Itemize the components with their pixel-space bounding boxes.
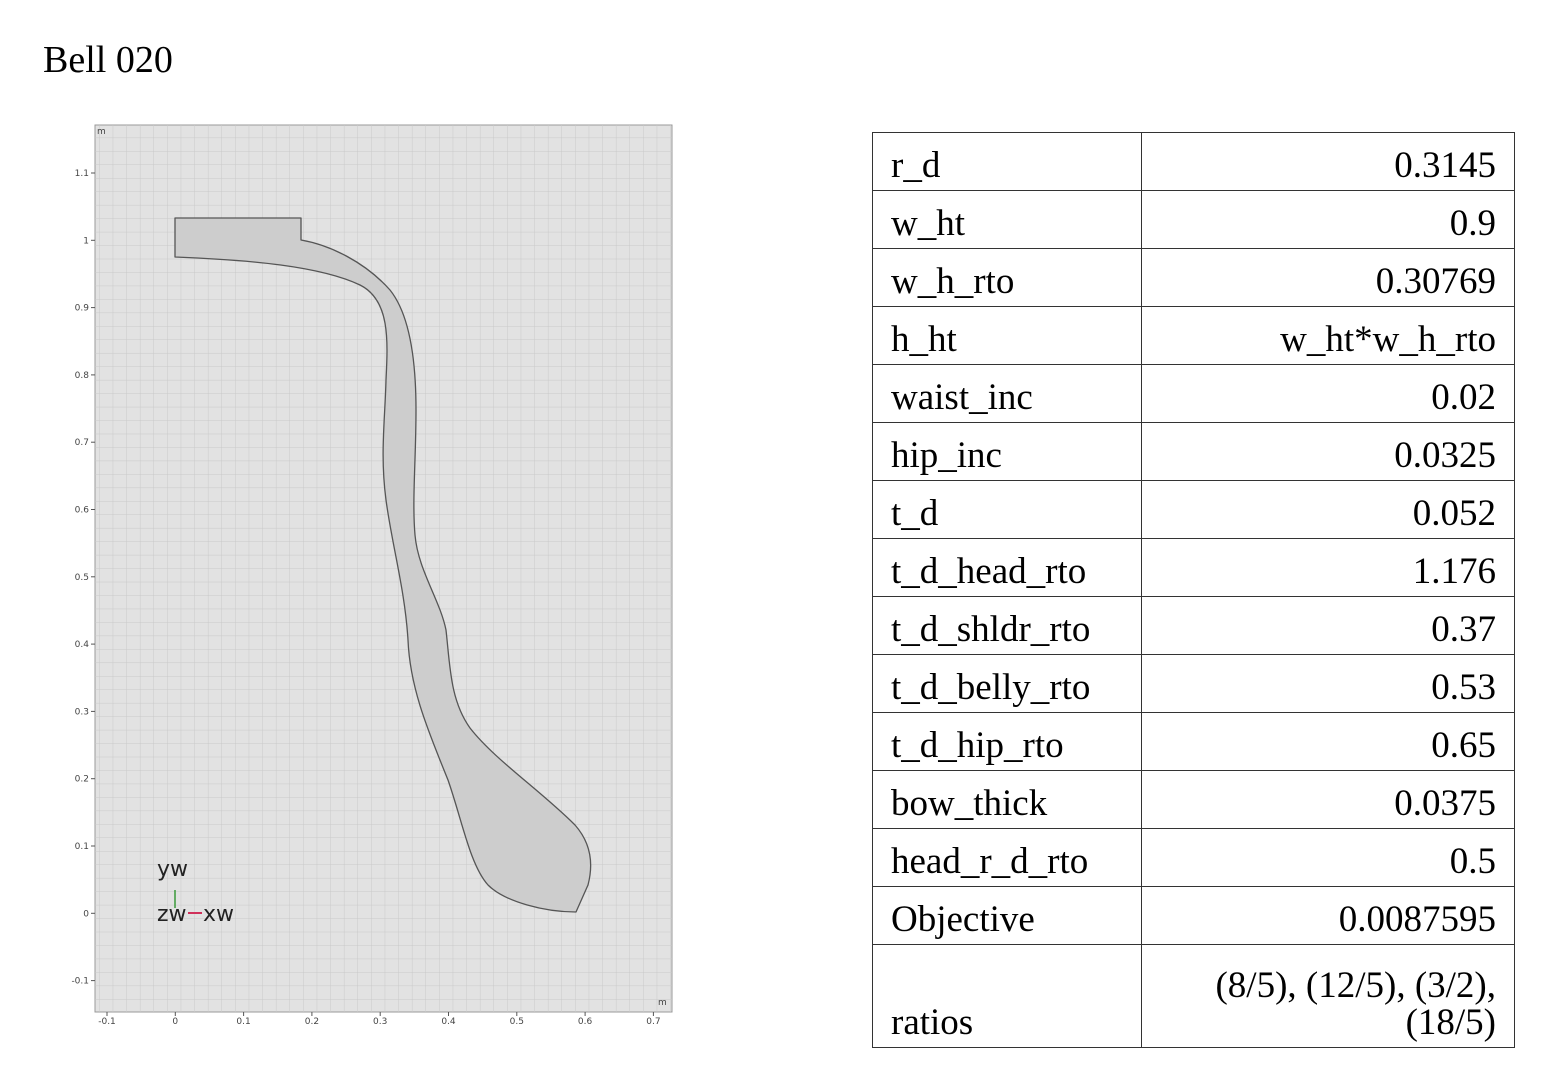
table-row: t_d 0.052 — [872, 480, 1515, 539]
table-row: head_r_d_rto 0.5 — [872, 828, 1515, 887]
y-tick-label: 0 — [83, 909, 89, 919]
param-value: 0.0087595 — [1141, 886, 1515, 945]
param-value: 0.30769 — [1141, 248, 1515, 307]
table-row: waist_inc 0.02 — [872, 364, 1515, 423]
param-name: t_d_hip_rto — [872, 712, 1142, 771]
y-tick-label: 1.1 — [75, 169, 89, 179]
axis-triad: yw zw xw — [157, 857, 234, 927]
param-value: 0.0375 — [1141, 770, 1515, 829]
table-row: w_h_rto 0.30769 — [872, 248, 1515, 307]
table-row: t_d_belly_rto 0.53 — [872, 654, 1515, 713]
x-tick-label: 0.7 — [646, 1017, 660, 1027]
y-tick-label: 0.9 — [75, 304, 90, 314]
param-value: 0.37 — [1141, 596, 1515, 655]
param-value: 1.176 — [1141, 538, 1515, 597]
param-name: w_ht — [872, 190, 1142, 249]
param-name: t_d_shldr_rto — [872, 596, 1142, 655]
param-value: 0.3145 — [1141, 132, 1515, 191]
table-row-ratios: ratios (8/5), (12/5), (3/2), (18/5) — [872, 944, 1515, 1048]
table-row: w_ht 0.9 — [872, 190, 1515, 249]
param-value: 0.65 — [1141, 712, 1515, 771]
param-name: bow_thick — [872, 770, 1142, 829]
y-tick-label: 1 — [83, 236, 89, 246]
y-tick-label: 0.8 — [75, 371, 90, 381]
ratios-line-1: (8/5), (12/5), (3/2), — [1215, 965, 1496, 1006]
parameter-table: r_d 0.3145 w_ht 0.9 w_h_rto 0.30769 h_ht w_ht*w… — [872, 132, 1515, 1048]
unit-label-bottom: m — [658, 998, 667, 1008]
param-value: 0.5 — [1141, 828, 1515, 887]
y-tick-label: 0.3 — [75, 707, 89, 717]
param-name: ratios — [872, 944, 1142, 1048]
table-row: t_d_hip_rto 0.65 — [872, 712, 1515, 771]
param-name: t_d_head_rto — [872, 538, 1142, 597]
param-name: w_h_rto — [872, 248, 1142, 307]
geometry-plot: -0.1 0 0.1 0.2 0.3 0.4 0.5 0.6 0.7 1.1 1 0.9 0.8 0.7… — [71, 124, 673, 1027]
y-tick-label: -0.1 — [71, 977, 89, 987]
table-row: r_d 0.3145 — [872, 132, 1515, 191]
x-tick-label: -0.1 — [98, 1017, 116, 1027]
param-name: t_d — [872, 480, 1142, 539]
param-value: 0.9 — [1141, 190, 1515, 249]
param-value: 0.53 — [1141, 654, 1515, 713]
y-tick-label: 0.6 — [75, 506, 90, 516]
x-tick-label: 0.5 — [510, 1017, 524, 1027]
y-tick-label: 0.7 — [75, 438, 89, 448]
table-row: bow_thick 0.0375 — [872, 770, 1515, 829]
y-axis-ticks: 1.1 1 0.9 0.8 0.7 0.6 0.5 0.4 0.3 0.2 0.1 0 -0.1 — [71, 169, 95, 987]
param-name: Objective — [872, 886, 1142, 945]
param-value: 0.052 — [1141, 480, 1515, 539]
y-tick-label: 0.1 — [75, 842, 89, 852]
param-value: (8/5), (12/5), (3/2), (18/5) — [1141, 944, 1515, 1048]
axis-label-z: zw — [157, 902, 187, 927]
ratios-line-2: (18/5) — [1405, 1002, 1496, 1043]
param-name: h_ht — [872, 306, 1142, 365]
unit-label-top: m — [97, 127, 106, 137]
x-tick-label: 0.2 — [305, 1017, 319, 1027]
param-value: w_ht*w_h_rto — [1141, 306, 1515, 365]
axis-label-x: xw — [203, 902, 234, 927]
bell-profile-shape — [174, 217, 592, 913]
table-row: t_d_head_rto 1.176 — [872, 538, 1515, 597]
param-name: waist_inc — [872, 364, 1142, 423]
x-tick-label: 0.1 — [236, 1017, 250, 1027]
param-name: r_d — [872, 132, 1142, 191]
param-name: t_d_belly_rto — [872, 654, 1142, 713]
y-tick-label: 0.2 — [75, 775, 89, 785]
x-tick-label: 0.3 — [373, 1017, 387, 1027]
x-tick-label: 0 — [172, 1017, 178, 1027]
param-value: 0.0325 — [1141, 422, 1515, 481]
param-name: head_r_d_rto — [872, 828, 1142, 887]
page-title: Bell 020 — [43, 39, 173, 81]
param-name: hip_inc — [872, 422, 1142, 481]
table-row: h_ht w_ht*w_h_rto — [872, 306, 1515, 365]
y-tick-label: 0.5 — [75, 573, 89, 583]
table-row: Objective 0.0087595 — [872, 886, 1515, 945]
param-value: 0.02 — [1141, 364, 1515, 423]
table-row: t_d_shldr_rto 0.37 — [872, 596, 1515, 655]
y-tick-label: 0.4 — [75, 640, 90, 650]
x-axis-ticks: -0.1 0 0.1 0.2 0.3 0.4 0.5 0.6 0.7 — [98, 1012, 661, 1027]
table-row: hip_inc 0.0325 — [872, 422, 1515, 481]
axis-label-y: yw — [157, 857, 188, 882]
x-tick-label: 0.4 — [441, 1017, 456, 1027]
x-tick-label: 0.6 — [578, 1017, 593, 1027]
